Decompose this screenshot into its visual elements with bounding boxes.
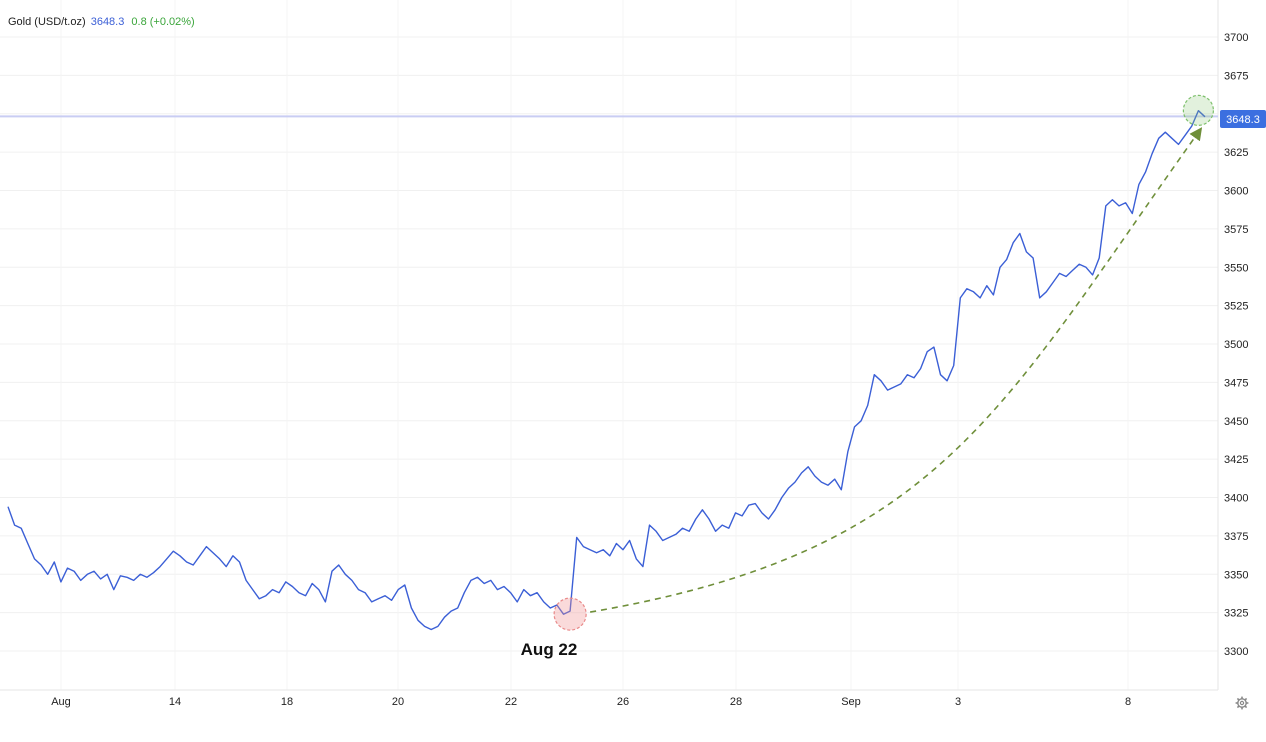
legend-change: 0.8 (+0.02%) xyxy=(131,16,195,28)
price-tag: 3648.3 xyxy=(1220,110,1266,128)
x-tick-label: Sep xyxy=(841,696,861,708)
y-tick-label: 3550 xyxy=(1224,262,1248,274)
price-tag-label: 3648.3 xyxy=(1226,114,1260,126)
y-tick-label: 3675 xyxy=(1224,70,1248,82)
end-marker xyxy=(1182,94,1214,126)
y-tick-label: 3475 xyxy=(1224,377,1248,389)
y-tick-label: 3500 xyxy=(1224,339,1248,351)
y-tick-label: 3600 xyxy=(1224,186,1248,198)
x-tick-label: 28 xyxy=(730,696,742,708)
annotation-label: Aug 22 xyxy=(521,640,578,659)
y-tick-label: 3700 xyxy=(1224,32,1248,44)
y-tick-label: 3450 xyxy=(1224,416,1248,428)
legend-instrument-name: Gold (USD/t.oz) xyxy=(8,16,86,28)
gear-icon-glyph xyxy=(1235,696,1249,710)
x-tick-label: Aug xyxy=(51,696,71,708)
trend-arrow xyxy=(589,127,1203,613)
x-tick-label: 14 xyxy=(169,696,181,708)
y-tick-label: 3350 xyxy=(1224,569,1248,581)
x-axis: Aug 14 18 20 22 26 28 Sep 3 8 xyxy=(51,696,1131,708)
y-tick-label: 3425 xyxy=(1224,454,1248,466)
legend: Gold (USD/t.oz) 3648.3 0.8 (+0.02%) xyxy=(8,16,195,28)
legend-price: 3648.3 xyxy=(90,16,125,28)
start-marker xyxy=(553,597,587,631)
y-axis: 3300 3325 3350 3375 3400 3425 3450 3475 3500 3525… xyxy=(1224,32,1248,658)
grid xyxy=(0,0,1218,690)
x-tick-label: 22 xyxy=(505,696,517,708)
y-tick-label: 3575 xyxy=(1224,224,1248,236)
y-tick-label: 3300 xyxy=(1224,646,1248,658)
trend-arrow-path xyxy=(589,127,1203,613)
y-tick-label: 3525 xyxy=(1224,301,1248,313)
y-tick-label: 3325 xyxy=(1224,608,1248,620)
price-tag-background xyxy=(1220,110,1266,128)
x-tick-label: 18 xyxy=(281,696,293,708)
gear-icon[interactable] xyxy=(1235,696,1249,710)
y-tick-label: 3400 xyxy=(1224,493,1248,505)
y-tick-label: 3625 xyxy=(1224,147,1248,159)
x-tick-label: 8 xyxy=(1125,696,1131,708)
y-tick-label: 3375 xyxy=(1224,531,1248,543)
x-tick-label: 26 xyxy=(617,696,629,708)
gold-price-line xyxy=(7,110,1206,631)
x-tick-label: 20 xyxy=(392,696,404,708)
series-layer xyxy=(7,110,1206,631)
x-tick-label: 3 xyxy=(955,696,961,708)
highlight-markers xyxy=(553,94,1214,631)
